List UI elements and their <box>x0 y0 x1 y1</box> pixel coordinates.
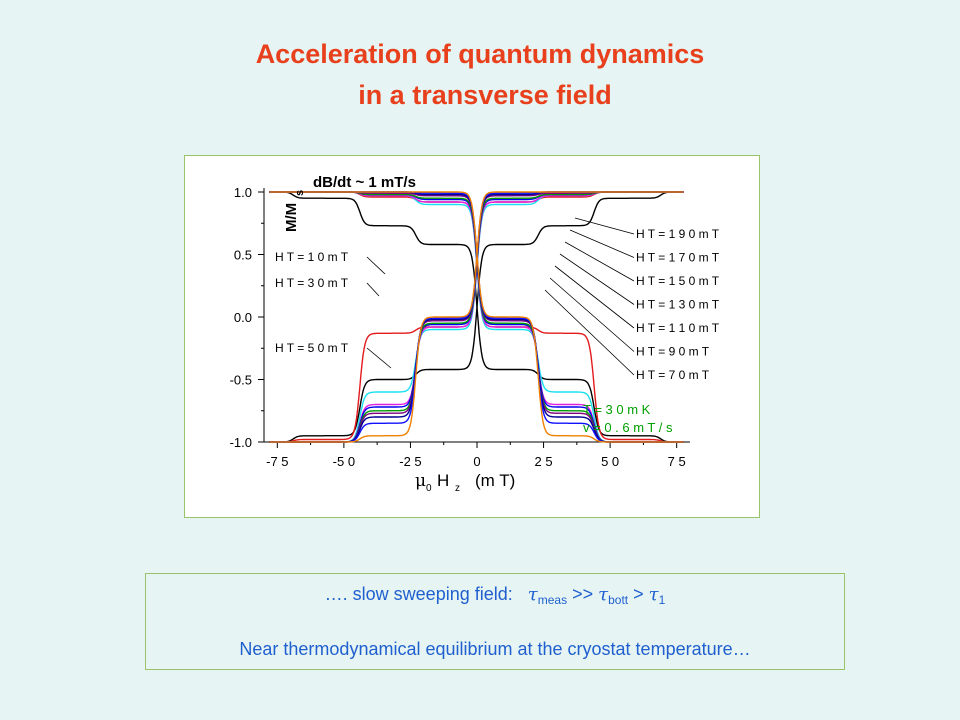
legend-label: H T = 1 1 0 m T <box>636 321 720 335</box>
tau-1-subscript: 1 <box>658 593 666 607</box>
legend-label: H T = 5 0 m T <box>275 341 349 355</box>
legend-pointer <box>574 217 635 235</box>
series-line-up <box>269 191 684 443</box>
legend-label: H T = 1 0 m T <box>275 250 349 264</box>
greater-sign: > <box>633 584 644 604</box>
slide-title: Acceleration of quantum dynamics in a tr… <box>0 34 960 116</box>
x-tick-label: -2 5 <box>399 454 421 469</box>
x-axis-label-unit: (m T) <box>475 471 515 490</box>
tau-1-symbol: τ <box>648 584 659 605</box>
y-tick-label: 1.0 <box>234 185 252 200</box>
x-axis-label-subz: z <box>455 483 460 494</box>
temperature-label: T = 3 0 m K <box>583 402 651 417</box>
legend-pointer <box>366 282 380 297</box>
tau-meas-subscript: meas <box>537 593 568 607</box>
legend-label: H T = 1 7 0 m T <box>636 251 720 265</box>
legend-label: H T = 1 3 0 m T <box>636 298 720 312</box>
title-line-2: in a transverse field <box>358 80 612 110</box>
legend-pointer <box>549 277 635 352</box>
legend-label: H T = 9 0 m T <box>636 345 710 359</box>
legend-label: H T = 3 0 m T <box>275 276 349 290</box>
x-tick-label: 2 5 <box>535 454 553 469</box>
y-axis-label-subscript: s <box>294 190 306 196</box>
legend-pointer <box>569 229 635 258</box>
x-tick-label: -5 0 <box>333 454 355 469</box>
legend-label: H T = 1 9 0 m T <box>636 227 720 241</box>
y-tick-label: 0.0 <box>234 310 252 325</box>
x-tick-label: -7 5 <box>266 454 288 469</box>
y-tick-label: 0.5 <box>234 248 252 263</box>
x-axis-label-h: H <box>437 471 449 490</box>
caption-line-1: …. slow sweeping field: τmeas >> τbott >… <box>146 584 844 607</box>
tau-bott-subscript: bott <box>608 593 629 607</box>
tau-bott-symbol: τ <box>598 584 609 605</box>
y-axis-label: M/M <box>283 203 300 232</box>
legend-pointer <box>554 265 635 329</box>
series-line-up <box>269 191 684 443</box>
legend-label: H T = 7 0 m T <box>636 368 710 382</box>
x-tick-label: 7 5 <box>668 454 686 469</box>
series-line-down <box>269 191 684 443</box>
legend-pointer <box>544 289 635 376</box>
caption-box: …. slow sweeping field: τmeas >> τbott >… <box>145 573 845 670</box>
x-tick-label: 5 0 <box>601 454 619 469</box>
legend-label: H T = 1 5 0 m T <box>636 274 720 288</box>
legend-pointer <box>559 253 635 305</box>
x-axis-label-sub0: 0 <box>426 483 432 494</box>
caption-line-2: Near thermodynamical equilibrium at the … <box>239 639 751 659</box>
legend-pointer <box>564 241 635 282</box>
legend-pointer <box>366 256 386 275</box>
series-line-down <box>269 191 684 443</box>
sweep-rate-label: v = 0 . 6 m T / s <box>583 420 673 435</box>
legend-pointer <box>366 347 392 369</box>
y-tick-label: -1.0 <box>230 435 252 450</box>
x-tick-label: 0 <box>473 454 480 469</box>
chart-title: dB/dt ~ 1 mT/s <box>313 174 416 191</box>
hysteresis-figure: 1.0 0.5 0.0 -0.5 -1.0 -7 5 -5 0 -2 5 0 2 5 5 0 7 5 d… <box>184 155 760 518</box>
title-line-1: Acceleration of quantum dynamics <box>255 39 705 69</box>
tau-meas-symbol: τ <box>527 584 538 605</box>
caption-prefix: …. slow sweeping field: <box>324 584 513 604</box>
hysteresis-chart: 1.0 0.5 0.0 -0.5 -1.0 -7 5 -5 0 -2 5 0 2 5 5 0 7 5 d… <box>230 174 720 494</box>
y-tick-label: -0.5 <box>230 373 252 388</box>
much-greater-sign: >> <box>572 584 594 604</box>
x-axis-label-mu: μ <box>415 471 426 491</box>
